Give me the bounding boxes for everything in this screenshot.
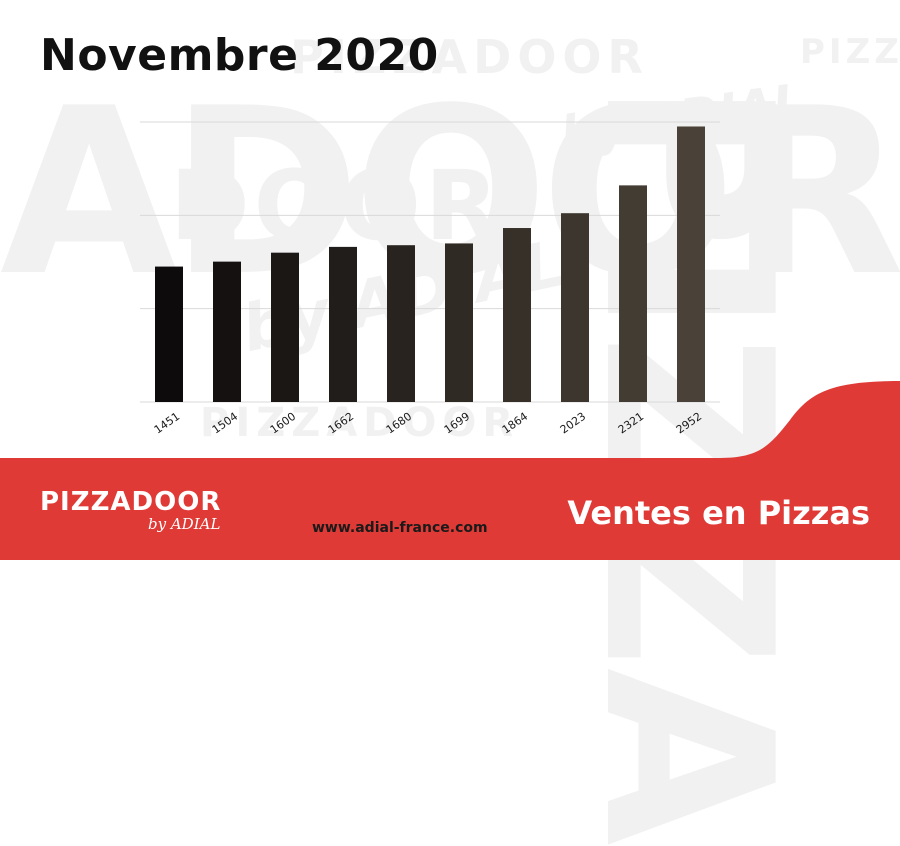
bar-2023 [561, 213, 589, 402]
bar-2952 [677, 126, 705, 402]
footer-red-shape [0, 381, 900, 560]
bar-1600 [271, 252, 299, 402]
bar-1864 [503, 228, 531, 402]
bar-1504 [213, 261, 241, 402]
bar-1680 [387, 245, 415, 402]
footer-band [0, 381, 900, 560]
tagline: Ventes en Pizzas [567, 494, 870, 532]
bar-2321 [619, 185, 647, 402]
bar-1699 [445, 243, 473, 402]
website-link[interactable]: www.adial-france.com [312, 520, 488, 536]
bar-1662 [329, 246, 357, 402]
bar-1451 [155, 266, 183, 402]
logo-wordmark: PIZZADOOR [40, 487, 222, 517]
logo-byline: by ADIAL [148, 515, 221, 533]
brand-logo: PIZZADOOR by ADIAL [40, 488, 221, 532]
bar-chart: 1451 1504 1600 1662 1680 1699 1864 2023 2321 2952 [140, 121, 720, 436]
page-title: Novembre 2020 [40, 30, 439, 81]
